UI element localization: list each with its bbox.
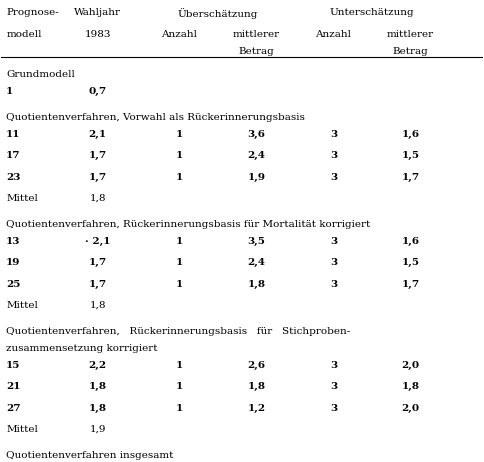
Text: 1: 1 bbox=[176, 280, 183, 289]
Text: 3: 3 bbox=[330, 258, 337, 267]
Text: 3: 3 bbox=[330, 130, 337, 139]
Text: zusammensetzung korrigiert: zusammensetzung korrigiert bbox=[6, 344, 158, 353]
Text: Anzahl: Anzahl bbox=[316, 30, 351, 39]
Text: Prognose-: Prognose- bbox=[6, 8, 59, 17]
Text: 3: 3 bbox=[330, 152, 337, 160]
Text: 1,7: 1,7 bbox=[89, 280, 106, 289]
Text: mittlerer: mittlerer bbox=[233, 30, 280, 39]
Text: 1,6: 1,6 bbox=[401, 130, 420, 139]
Text: 2,4: 2,4 bbox=[247, 152, 265, 160]
Text: 17: 17 bbox=[6, 152, 21, 160]
Text: 2,1: 2,1 bbox=[89, 130, 106, 139]
Text: Unterschätzung: Unterschätzung bbox=[330, 8, 414, 17]
Text: 2,2: 2,2 bbox=[89, 361, 106, 370]
Text: 1983: 1983 bbox=[84, 30, 111, 39]
Text: 1,5: 1,5 bbox=[401, 152, 420, 160]
Text: 15: 15 bbox=[6, 361, 21, 370]
Text: 1: 1 bbox=[176, 237, 183, 246]
Text: 1,7: 1,7 bbox=[89, 173, 106, 182]
Text: 1,7: 1,7 bbox=[89, 152, 106, 160]
Text: 1,7: 1,7 bbox=[401, 173, 420, 182]
Text: Quotientenverfahren, Vorwahl als Rückerinnerungsbasis: Quotientenverfahren, Vorwahl als Rückeri… bbox=[6, 113, 305, 122]
Text: 1,7: 1,7 bbox=[89, 258, 106, 267]
Text: 1,7: 1,7 bbox=[401, 280, 420, 289]
Text: 1: 1 bbox=[176, 152, 183, 160]
Text: 19: 19 bbox=[6, 258, 21, 267]
Text: 2,6: 2,6 bbox=[247, 361, 266, 370]
Text: mittlerer: mittlerer bbox=[387, 30, 434, 39]
Text: 25: 25 bbox=[6, 280, 21, 289]
Text: 3,5: 3,5 bbox=[247, 237, 265, 246]
Text: Quotientenverfahren, Rückerinnerungsbasis für Mortalität korrigiert: Quotientenverfahren, Rückerinnerungsbasi… bbox=[6, 220, 370, 229]
Text: 1,2: 1,2 bbox=[247, 404, 266, 413]
Text: 1,8: 1,8 bbox=[89, 404, 106, 413]
Text: 2,0: 2,0 bbox=[401, 361, 420, 370]
Text: 23: 23 bbox=[6, 173, 21, 182]
Text: 1: 1 bbox=[176, 130, 183, 139]
Text: 1,9: 1,9 bbox=[247, 173, 265, 182]
Text: · 2,1: · 2,1 bbox=[85, 237, 110, 246]
Text: 1,8: 1,8 bbox=[401, 383, 420, 391]
Text: 11: 11 bbox=[6, 130, 21, 139]
Text: 1: 1 bbox=[6, 87, 14, 96]
Text: 3: 3 bbox=[330, 383, 337, 391]
Text: 1: 1 bbox=[176, 404, 183, 413]
Text: Betrag: Betrag bbox=[239, 47, 274, 56]
Text: Quotientenverfahren insgesamt: Quotientenverfahren insgesamt bbox=[6, 451, 174, 460]
Text: Betrag: Betrag bbox=[393, 47, 428, 56]
Text: 1,5: 1,5 bbox=[401, 258, 420, 267]
Text: modell: modell bbox=[6, 30, 42, 39]
Text: 3: 3 bbox=[330, 237, 337, 246]
Text: 1,6: 1,6 bbox=[401, 237, 420, 246]
Text: 3,6: 3,6 bbox=[247, 130, 265, 139]
Text: 1: 1 bbox=[176, 361, 183, 370]
Text: 3: 3 bbox=[330, 173, 337, 182]
Text: Wahljahr: Wahljahr bbox=[74, 8, 121, 17]
Text: 1,8: 1,8 bbox=[90, 301, 106, 310]
Text: 2,0: 2,0 bbox=[401, 404, 420, 413]
Text: Mittel: Mittel bbox=[6, 194, 38, 203]
Text: 1,8: 1,8 bbox=[89, 383, 106, 391]
Text: Mittel: Mittel bbox=[6, 301, 38, 310]
Text: 1,8: 1,8 bbox=[247, 383, 265, 391]
Text: Grundmodell: Grundmodell bbox=[6, 70, 75, 79]
Text: 1,8: 1,8 bbox=[90, 194, 106, 203]
Text: 27: 27 bbox=[6, 404, 21, 413]
Text: 3: 3 bbox=[330, 361, 337, 370]
Text: 1: 1 bbox=[176, 258, 183, 267]
Text: 21: 21 bbox=[6, 383, 21, 391]
Text: 13: 13 bbox=[6, 237, 21, 246]
Text: Überschätzung: Überschätzung bbox=[178, 8, 258, 19]
Text: 3: 3 bbox=[330, 280, 337, 289]
Text: Anzahl: Anzahl bbox=[162, 30, 197, 39]
Text: 2,4: 2,4 bbox=[247, 258, 265, 267]
Text: Quotientenverfahren,   Rückerinnerungsbasis   für   Stichproben-: Quotientenverfahren, Rückerinnerungsbasi… bbox=[6, 327, 350, 336]
Text: 1: 1 bbox=[176, 173, 183, 182]
Text: Mittel: Mittel bbox=[6, 425, 38, 434]
Text: 0,7: 0,7 bbox=[89, 87, 106, 96]
Text: 1: 1 bbox=[176, 383, 183, 391]
Text: 1,9: 1,9 bbox=[90, 425, 106, 434]
Text: 3: 3 bbox=[330, 404, 337, 413]
Text: 1,8: 1,8 bbox=[247, 280, 265, 289]
